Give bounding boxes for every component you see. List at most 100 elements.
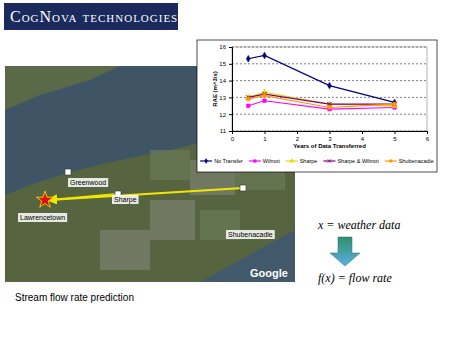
legend-marker bbox=[289, 158, 294, 162]
tick: 6 bbox=[426, 131, 430, 142]
tick: 0 bbox=[231, 131, 235, 142]
slide: CogNova technologies Greenwood Sharpe Lawre… bbox=[0, 0, 450, 338]
tick-label: 14 bbox=[219, 78, 226, 84]
grid-line bbox=[232, 80, 427, 81]
tick: 3 bbox=[328, 131, 332, 142]
tick-label: 13 bbox=[219, 95, 226, 101]
map-label: Lawrencetown bbox=[18, 213, 67, 222]
legend-item: Shubenacadie bbox=[385, 158, 434, 164]
legend-label: No Transfer bbox=[214, 158, 243, 164]
map-land-north bbox=[5, 66, 120, 110]
tick: 16 bbox=[219, 44, 232, 50]
map-label: Sharpe bbox=[112, 195, 139, 204]
tick: 4 bbox=[361, 131, 365, 142]
tick-mark bbox=[330, 131, 331, 134]
map-credit: Google bbox=[250, 267, 288, 279]
map-label-text: Sharpe bbox=[114, 196, 137, 204]
series-group bbox=[245, 52, 397, 111]
tick-label: 11 bbox=[220, 128, 227, 134]
y-axis-title: RAE (m^3/s) bbox=[212, 71, 218, 107]
grid-line bbox=[232, 63, 427, 64]
legend-item: Sharpe bbox=[286, 158, 318, 164]
legend-marker bbox=[204, 158, 207, 164]
map-label-box bbox=[18, 213, 67, 222]
series-line bbox=[248, 92, 394, 105]
tick-label: 4 bbox=[361, 136, 365, 142]
tick-label: 0 bbox=[231, 136, 235, 142]
tick: 5 bbox=[393, 131, 397, 142]
series-marker bbox=[246, 97, 250, 101]
series-marker bbox=[392, 99, 396, 106]
tick-mark bbox=[265, 131, 266, 134]
map-label: Shubenacadie bbox=[226, 230, 275, 239]
tick: 1 bbox=[263, 131, 267, 142]
input-label: x = weather data bbox=[317, 218, 400, 232]
tick-label: 3 bbox=[328, 136, 332, 142]
map-arrow bbox=[49, 188, 243, 200]
tick-mark bbox=[395, 131, 396, 134]
series-line bbox=[248, 96, 394, 108]
legend: No Transfer Wilmot Sharpe Sharpe & Wilmot Sh… bbox=[200, 158, 434, 164]
map-pin bbox=[240, 185, 246, 191]
series-marker bbox=[262, 89, 268, 94]
tick-mark bbox=[297, 131, 298, 134]
x-axis-title: Years of Data Transferred bbox=[293, 143, 366, 149]
tick-label: 12 bbox=[219, 112, 226, 118]
tick-mark bbox=[229, 47, 232, 48]
series-marker bbox=[246, 55, 250, 62]
legend-marker bbox=[253, 159, 256, 162]
legend-label: Wilmot bbox=[263, 158, 280, 164]
tick-mark bbox=[362, 131, 363, 134]
series-marker bbox=[263, 99, 267, 103]
tick-mark bbox=[229, 81, 232, 82]
series-marker bbox=[327, 82, 331, 89]
x-axis: 0 1 2 3 4 5 6 bbox=[231, 131, 430, 142]
map-label-box bbox=[226, 230, 275, 239]
legend-marker bbox=[389, 159, 393, 163]
series-marker bbox=[262, 94, 266, 98]
series-line bbox=[248, 94, 394, 104]
tick: 11 bbox=[220, 128, 232, 134]
tick: 14 bbox=[219, 78, 232, 84]
grid-line bbox=[232, 97, 427, 98]
tick-mark bbox=[229, 131, 232, 132]
tick-label: 16 bbox=[219, 44, 226, 50]
legend-label: Sharpe bbox=[300, 158, 318, 164]
map-star bbox=[36, 191, 53, 207]
series-marker bbox=[246, 104, 250, 108]
chart: 0123456111213141516Years of Data Transfe… bbox=[200, 44, 434, 164]
axis-line bbox=[233, 132, 428, 135]
legend-marker bbox=[328, 159, 332, 163]
caption: Stream flow rate prediction bbox=[15, 292, 134, 303]
tick-mark bbox=[229, 64, 232, 65]
logo-text: CogNova technologies bbox=[10, 8, 178, 25]
series-marker bbox=[327, 105, 331, 109]
output-label: f(x) = flow rate bbox=[318, 271, 392, 285]
chart-box bbox=[197, 40, 437, 172]
logo-box bbox=[4, 3, 178, 30]
tick-label: 1 bbox=[263, 136, 267, 142]
map-label-box bbox=[68, 178, 108, 187]
tick-label: 6 bbox=[426, 136, 430, 142]
tick-mark bbox=[229, 114, 232, 115]
flow-arrow bbox=[330, 237, 360, 266]
series-marker bbox=[262, 52, 266, 59]
tick: 2 bbox=[296, 131, 300, 142]
map-tile bbox=[100, 230, 150, 270]
tick: 12 bbox=[219, 112, 232, 118]
tick: 15 bbox=[219, 61, 232, 67]
map-label: Greenwood bbox=[68, 178, 108, 187]
legend-line bbox=[249, 160, 261, 161]
tick-mark bbox=[229, 97, 232, 98]
map-label-text: Lawrencetown bbox=[20, 214, 65, 221]
tick-label: 15 bbox=[219, 61, 226, 67]
tick-label: 2 bbox=[296, 136, 300, 142]
map-tile bbox=[150, 200, 195, 240]
legend-label: Sharpe & Wilmot bbox=[337, 158, 379, 164]
map-label-text: Greenwood bbox=[70, 179, 106, 186]
y-axis: 11 12 13 14 15 16 bbox=[219, 44, 232, 134]
series-marker bbox=[392, 102, 396, 106]
tick-label: 5 bbox=[393, 136, 397, 142]
plot-frame bbox=[232, 47, 427, 131]
legend-label: Shubenacadie bbox=[399, 158, 434, 164]
